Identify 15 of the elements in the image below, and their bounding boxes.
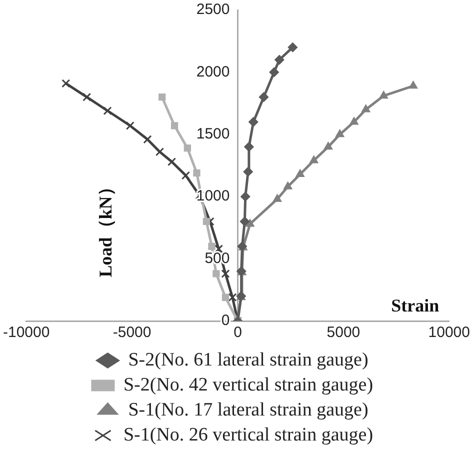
y-tick-label: 2500: [196, 1, 230, 18]
x-tick-label: 10000: [428, 324, 470, 342]
x-tick-label: 5000: [326, 324, 360, 342]
x-tick-label: -10000: [2, 324, 50, 342]
x-tick-label: 0: [234, 324, 242, 342]
y-tick-label: 0: [221, 312, 230, 330]
x-axis-title: Strain: [391, 296, 440, 316]
legend-label: S-2(No. 42 vertical strain gauge): [123, 374, 374, 396]
y-tick-label: 2000: [196, 63, 230, 80]
legend-label: S-2(No. 61 lateral strain gauge): [128, 349, 368, 370]
y-tick-label: 1500: [196, 126, 230, 143]
x-tick-label: -5000: [112, 324, 152, 342]
y-axis-title: Load（kN）: [95, 178, 116, 278]
legend-label: S-1(No. 26 vertical strain gauge): [123, 424, 374, 446]
legend-label: S-1(No. 17 lateral strain gauge): [128, 399, 368, 420]
